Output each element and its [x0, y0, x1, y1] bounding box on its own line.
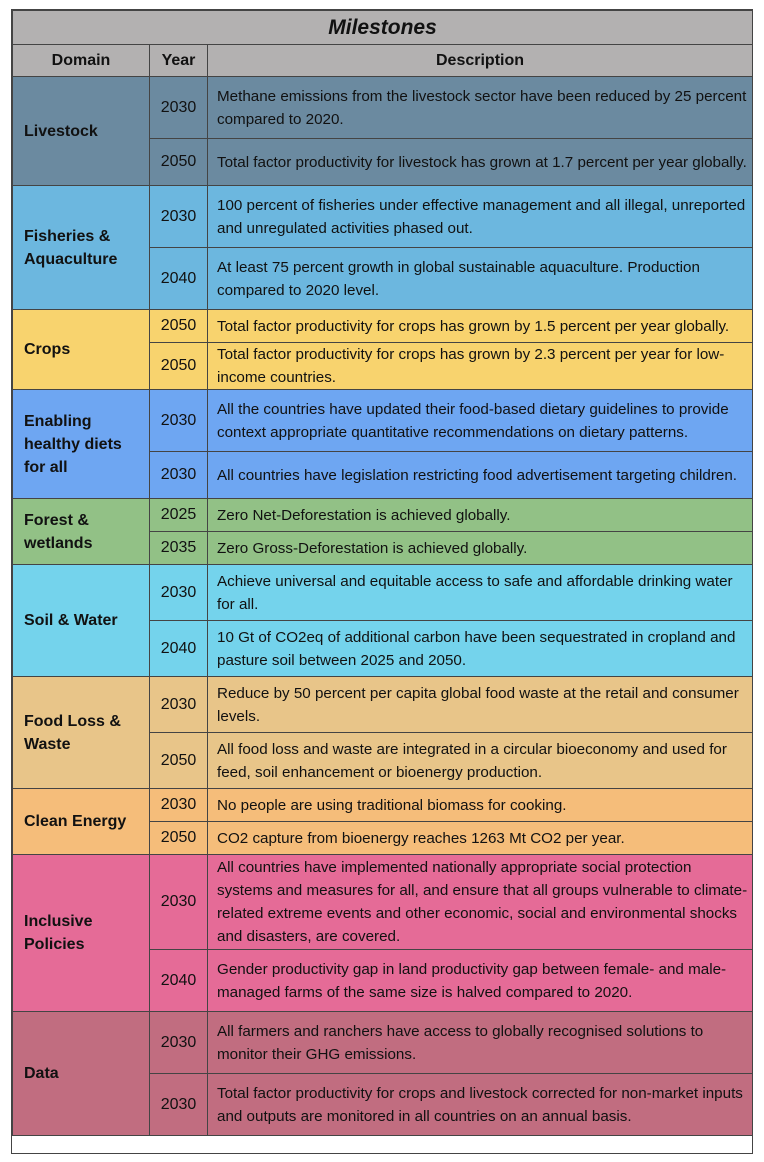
description-cell: 10 Gt of CO2eq of additional carbon have…	[206, 620, 754, 677]
description-cell: Total factor productivity for crops and …	[206, 1073, 754, 1136]
description-cell: Total factor productivity for livestock …	[206, 138, 754, 186]
domain-cell: Food Loss & Waste	[12, 676, 150, 789]
table-row: Forest & wetlands 2025 Zero Net-Deforestat…	[12, 498, 754, 565]
domain-cell: Fisheries & Aquaculture	[12, 185, 150, 310]
year-cell: 2040	[149, 247, 208, 310]
description-cell: At least 75 percent growth in global sus…	[206, 247, 754, 310]
year-cell: 2030	[149, 451, 208, 499]
year-cell: 2050	[149, 342, 208, 390]
domain-cell: Livestock	[12, 76, 150, 186]
header-year: Year	[149, 44, 208, 77]
table-row: Data 2030 All farmers and ranchers have ac…	[12, 1011, 754, 1136]
description-cell: Methane emissions from the livestock sec…	[206, 76, 754, 139]
year-cell: 2030	[149, 1073, 208, 1136]
table-row: Soil & Water 2030 Achieve universal and eq…	[12, 564, 754, 677]
domain-cell: Forest & wetlands	[12, 498, 150, 565]
table-title: Milestones	[11, 10, 754, 45]
year-cell: 2030	[149, 389, 208, 452]
domain-cell: Data	[12, 1011, 150, 1136]
year-cell: 2025	[149, 498, 208, 532]
domain-cell: Inclusive Policies	[12, 854, 150, 1012]
year-cell: 2030	[149, 185, 208, 248]
year-cell: 2030	[149, 676, 208, 733]
table-row: 2040 At least 75 percent growth in global…	[12, 247, 754, 310]
table-row: Fisheries & Aquaculture 2030 100 percent o…	[12, 185, 754, 310]
description-cell: 100 percent of fisheries under effective…	[206, 185, 754, 248]
header-domain: Domain	[12, 44, 150, 77]
year-cell: 2050	[149, 138, 208, 186]
year-cell: 2035	[149, 531, 208, 565]
year-cell: 2050	[149, 309, 208, 343]
domain-cell: Enabling healthy diets for all	[12, 389, 150, 499]
year-cell: 2050	[149, 821, 208, 855]
description-cell: CO2 capture from bioenergy reaches 1263 …	[206, 821, 754, 855]
year-cell: 2040	[149, 949, 208, 1012]
table-row: Enabling healthy diets for all 2030 All th…	[12, 389, 754, 499]
table-row: Inclusive Policies 2030 All countries have…	[12, 854, 754, 1012]
table-row: Food Loss & Waste 2030 Reduce by 50 percen…	[12, 676, 754, 789]
description-cell: Zero Net-Deforestation is achieved globa…	[206, 498, 754, 532]
domain-cell: Soil & Water	[12, 564, 150, 677]
description-cell: No people are using traditional biomass …	[206, 788, 754, 822]
table-row: 2050 Total factor productivity for livest…	[12, 138, 754, 186]
domain-cell: Crops	[12, 309, 150, 390]
year-cell: 2050	[149, 732, 208, 789]
table-row: Clean Energy 2030 No people are using trad…	[12, 788, 754, 855]
description-cell: Total factor productivity for crops has …	[206, 342, 754, 390]
year-cell: 2030	[149, 788, 208, 822]
table-body: Livestock 2030 Methane emissions from the …	[12, 76, 754, 1136]
year-cell: 2030	[149, 1011, 208, 1074]
description-cell: Total factor productivity for crops has …	[206, 309, 754, 343]
description-cell: Gender productivity gap in land producti…	[206, 949, 754, 1012]
description-cell: All farmers and ranchers have access to …	[206, 1011, 754, 1074]
description-cell: All food loss and waste are integrated i…	[206, 732, 754, 789]
header-description: Description	[206, 44, 754, 77]
description-cell: Reduce by 50 percent per capita global f…	[206, 676, 754, 733]
description-cell: All countries have legislation restricti…	[206, 451, 754, 499]
milestones-table: Milestones Domain Year Description Lives…	[11, 10, 754, 1136]
year-cell: 2030	[149, 564, 208, 621]
domain-cell: Clean Energy	[12, 788, 150, 855]
description-cell: All the countries have updated their foo…	[206, 389, 754, 452]
description-cell: Achieve universal and equitable access t…	[206, 564, 754, 621]
year-cell: 2030	[149, 854, 208, 950]
milestones-table-frame: Milestones Domain Year Description Lives…	[11, 9, 754, 1154]
year-cell: 2030	[149, 76, 208, 139]
description-cell: Zero Gross-Deforestation is achieved glo…	[206, 531, 754, 565]
table-row: Livestock 2030 Methane emissions from the …	[12, 76, 754, 186]
year-cell: 2040	[149, 620, 208, 677]
table-row: Crops 2050 Total factor productivity for c…	[12, 309, 754, 390]
description-cell: All countries have implemented nationall…	[206, 854, 754, 950]
